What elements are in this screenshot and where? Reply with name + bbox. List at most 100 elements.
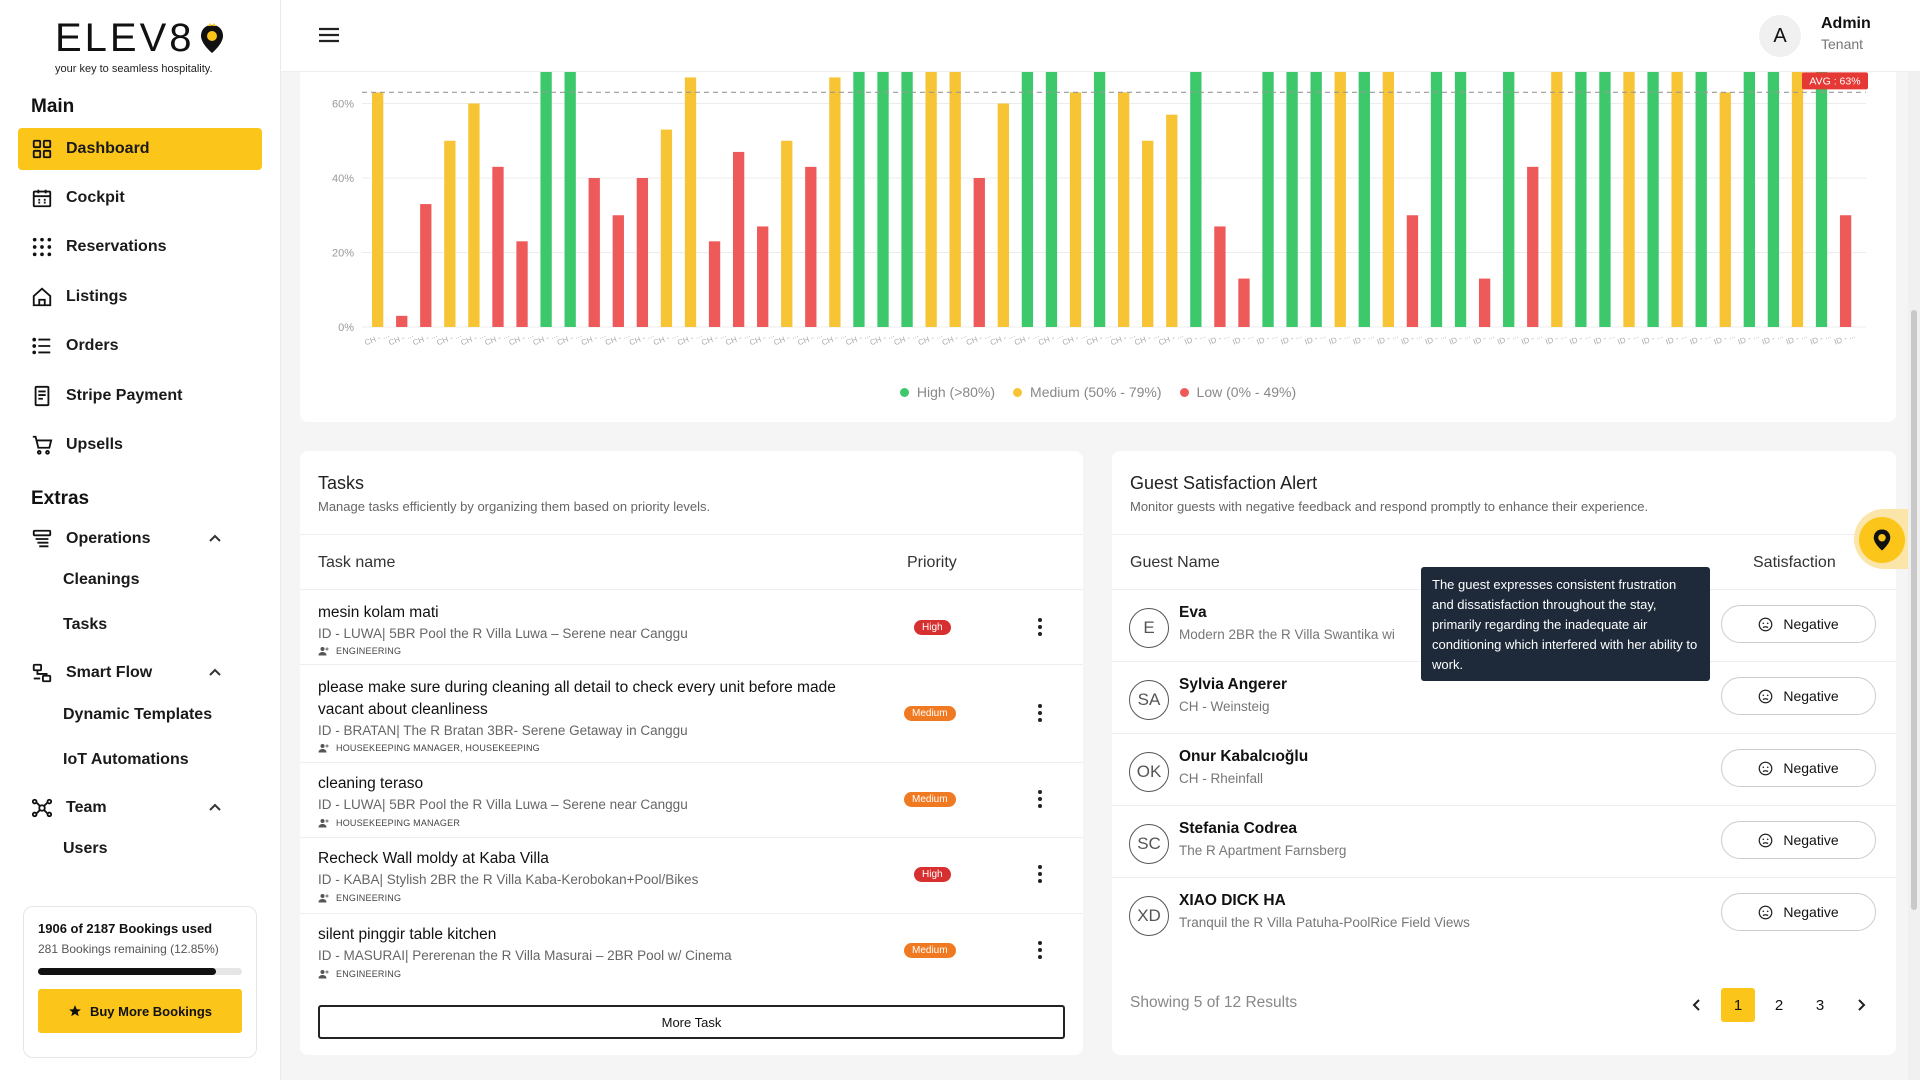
sidebar-item-users[interactable]: Users [63, 840, 108, 857]
chart-bar [1767, 72, 1780, 327]
floating-assistant-button[interactable] [1859, 517, 1905, 563]
table-row[interactable]: SC Stefania Codrea The R Apartment Farns… [1112, 806, 1896, 878]
pagination-page-3[interactable]: 3 [1815, 996, 1825, 1014]
legend-item-medium[interactable]: Medium (50% - 79%) [1013, 384, 1162, 400]
pagination-prev[interactable] [1680, 988, 1714, 1022]
sad-face-icon [1758, 905, 1773, 919]
sidebar-item-reservations[interactable]: Reservations [18, 226, 262, 268]
negative-satisfaction-button[interactable]: Negative [1721, 893, 1876, 931]
negative-satisfaction-button[interactable]: Negative [1721, 677, 1876, 715]
more-options-icon[interactable] [1028, 701, 1052, 725]
task-role-text: HOUSEKEEPING MANAGER, HOUSEKEEPING [336, 743, 540, 753]
sidebar-group-team[interactable]: Team [18, 787, 262, 829]
table-row[interactable]: cleaning teraso ID - LUWA| 5BR Pool the … [300, 763, 1083, 838]
more-options-icon[interactable] [1028, 787, 1052, 811]
sidebar-item-stripe-payment[interactable]: Stripe Payment [18, 375, 262, 417]
table-row[interactable]: OK Onur Kabalcıoğlu CH - Rheinfall Negat… [1112, 734, 1896, 806]
chart-bar [1166, 114, 1178, 327]
sidebar-group-smart-flow[interactable]: Smart Flow [18, 652, 262, 694]
pagination-next[interactable] [1844, 988, 1878, 1022]
x-tick-label: CH - ... [821, 330, 848, 347]
chart-bar [588, 178, 600, 327]
legend-item-low[interactable]: Low (0% - 49%) [1179, 384, 1297, 400]
negative-satisfaction-button[interactable]: Negative [1721, 749, 1876, 787]
operations-icon [30, 527, 54, 551]
x-tick-label: CH - ... [917, 330, 944, 347]
x-tick-label: CH - ... [436, 330, 463, 347]
chevron-up-icon[interactable] [206, 664, 224, 682]
grid-icon [30, 137, 54, 161]
x-tick-label: CH - ... [484, 330, 511, 347]
negative-satisfaction-button[interactable]: Negative [1721, 605, 1876, 643]
table-row[interactable]: please make sure during cleaning all det… [300, 665, 1083, 763]
table-row[interactable]: SA Sylvia Angerer CH - Weinsteig Negativ… [1112, 662, 1896, 734]
chart-bar [492, 166, 504, 327]
sidebar-item-tasks[interactable]: Tasks [63, 616, 108, 633]
legend-dot-high [899, 387, 909, 397]
sidebar-item-iot-automations[interactable]: IoT Automations [63, 751, 189, 768]
sidebar-item-listings[interactable]: Listings [18, 276, 262, 318]
sidebar-item-cockpit[interactable]: Cockpit [18, 177, 262, 219]
chevron-up-icon[interactable] [206, 799, 224, 817]
x-tick-label: ID - ... [1592, 331, 1616, 347]
chevron-up-icon[interactable] [206, 530, 224, 548]
chart-bar [973, 178, 985, 327]
more-options-icon[interactable] [1028, 615, 1052, 639]
sad-face-icon [1758, 617, 1773, 631]
sidebar-group-operations[interactable]: Operations [18, 518, 262, 560]
chart-bar [1214, 226, 1226, 327]
x-tick-label: CH - ... [460, 330, 487, 347]
legend-item-high[interactable]: High (>80%) [899, 384, 995, 400]
table-row[interactable]: Recheck Wall moldy at Kaba Villa ID - KA… [300, 838, 1083, 914]
more-options-icon[interactable] [1028, 862, 1052, 886]
sidebar-item-dashboard[interactable]: Dashboard [18, 128, 262, 170]
x-tick-label: CH - ... [556, 330, 583, 347]
chart-bar [1695, 72, 1707, 327]
column-header-priority[interactable]: Priority [907, 554, 957, 571]
x-tick-label: CH - ... [387, 330, 414, 347]
chart-legend: High (>80%) Medium (50% - 79%) Low (0% -… [300, 384, 1896, 400]
sidebar-group-label: Operations [66, 530, 151, 547]
negative-satisfaction-button[interactable]: Negative [1721, 821, 1876, 859]
sidebar-item-upsells[interactable]: Upsells [18, 424, 262, 466]
column-header-task-name[interactable]: Task name [318, 554, 396, 571]
guest-property: Modern 2BR the R Villa Swantika wi [1179, 627, 1395, 642]
column-header-guest-name[interactable]: Guest Name [1130, 554, 1220, 571]
more-options-icon[interactable] [1028, 938, 1052, 962]
receipt-icon [30, 384, 54, 408]
chart-bar [1382, 72, 1395, 327]
users-icon [318, 819, 329, 828]
user-avatar[interactable]: A [1759, 15, 1801, 57]
buy-more-bookings-button[interactable]: Buy More Bookings [38, 989, 242, 1033]
legend-label: Low (0% - 49%) [1196, 384, 1297, 400]
table-row[interactable]: mesin kolam mati ID - LUWA| 5BR Pool the… [300, 590, 1083, 665]
chart-bar [853, 72, 865, 327]
guest-avatar: SA [1129, 680, 1169, 720]
table-row[interactable]: silent pinggir table kitchen ID - MASURA… [300, 914, 1083, 990]
chart-bar [925, 72, 937, 327]
pagination-page-2[interactable]: 2 [1774, 996, 1784, 1014]
bookings-remaining-text: 281 Bookings remaining (12.85%) [38, 942, 219, 956]
brand-name: ELEV8 [55, 16, 195, 60]
page-scrollbar-thumb[interactable] [1911, 310, 1917, 910]
x-tick-label: CH - ... [700, 330, 727, 347]
sidebar-item-dynamic-templates[interactable]: Dynamic Templates [63, 706, 213, 723]
pagination-page-1[interactable]: 1 [1721, 988, 1755, 1022]
guest-name: Stefania Codrea [1179, 820, 1298, 837]
chart-bar [781, 140, 793, 327]
sidebar-item-orders[interactable]: Orders [18, 325, 262, 367]
column-header-satisfaction[interactable]: Satisfaction [1753, 554, 1836, 571]
pin-logo-icon [1873, 529, 1891, 551]
chart-bar [1045, 72, 1058, 327]
y-tick-label: 40% [332, 173, 354, 185]
table-row[interactable]: XD XIAO DICK HA Tranquil the R Villa Pat… [1112, 878, 1896, 950]
star-icon [69, 1005, 81, 1017]
more-task-button[interactable]: More Task [318, 1005, 1065, 1039]
guest-name: Sylvia Angerer [1179, 676, 1287, 693]
chart-bar [564, 72, 576, 327]
x-tick-label: ID - ... [1761, 331, 1785, 347]
hamburger-menu-icon[interactable] [317, 25, 341, 45]
x-tick-label: ID - ... [1833, 331, 1857, 347]
sidebar-item-cleanings[interactable]: Cleanings [63, 571, 140, 588]
brand-logo[interactable]: ELEV8 your key to seamless hospitality. [55, 16, 225, 75]
